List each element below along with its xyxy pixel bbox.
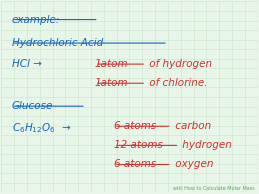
Text: Glucose: Glucose (12, 101, 53, 111)
Text: of chlorine.: of chlorine. (146, 78, 208, 88)
Text: $\mathit{C_6H_{12}O_6}$  →: $\mathit{C_6H_{12}O_6}$ → (12, 121, 75, 135)
Text: oxygen: oxygen (172, 159, 213, 169)
Text: HCl →: HCl → (12, 59, 48, 69)
Text: example:: example: (12, 15, 60, 25)
Text: of hydrogen: of hydrogen (146, 59, 212, 69)
Text: 1atom: 1atom (95, 78, 128, 88)
Text: wiki How to Calculate Molar Mass: wiki How to Calculate Molar Mass (173, 186, 255, 191)
Text: 6 atoms: 6 atoms (114, 159, 156, 169)
Text: hydrogen: hydrogen (179, 140, 232, 150)
Text: 1atom: 1atom (95, 59, 128, 69)
Text: Hydrochloric Acid: Hydrochloric Acid (12, 38, 103, 48)
Text: carbon: carbon (172, 121, 211, 131)
Text: 12 atoms: 12 atoms (114, 140, 163, 150)
Text: 6 atoms: 6 atoms (114, 121, 156, 131)
